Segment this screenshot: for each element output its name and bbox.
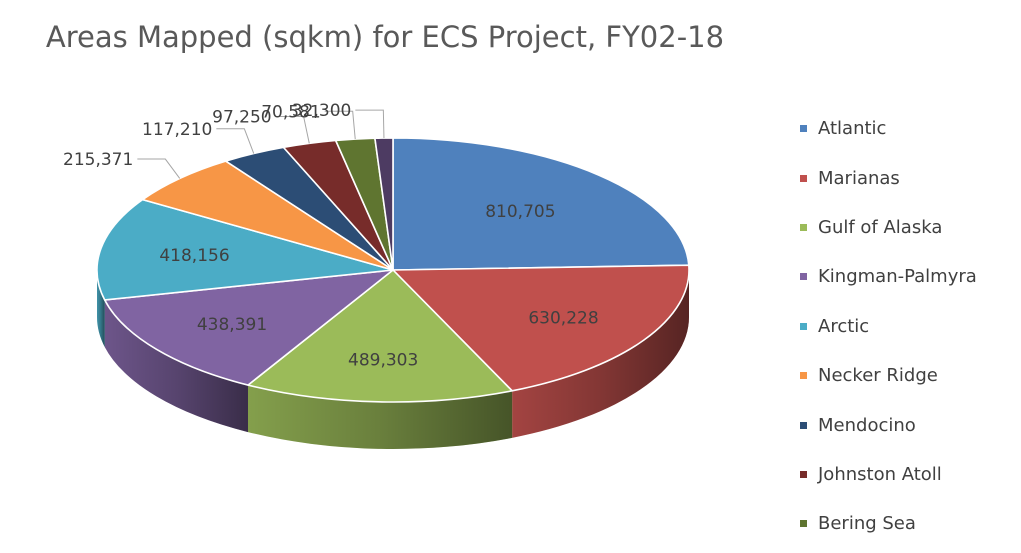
legend-item-necker-ridge: Necker Ridge bbox=[800, 351, 977, 400]
legend-label-johnston-atoll: Johnston Atoll bbox=[818, 463, 942, 485]
legend-label-bering-sea: Bering Sea bbox=[818, 513, 916, 535]
chart-title: Areas Mapped (sqkm) for ECS Project, FY0… bbox=[45, 20, 725, 54]
pie-side-arctic-shade bbox=[97, 270, 105, 347]
legend-swatch-marianas bbox=[800, 174, 807, 182]
data-label-arctic: 418,156 bbox=[159, 246, 229, 266]
pie-slice-gulf-of-alaska bbox=[247, 269, 513, 403]
legend-item-johnston-atoll: Johnston Atoll bbox=[800, 450, 977, 499]
data-label-bering-sea: 70,581 bbox=[261, 102, 320, 122]
legend-swatch-bering-sea bbox=[800, 520, 807, 528]
legend-swatch-mendocino bbox=[800, 421, 807, 429]
legend-label-gulf-of-alaska: Gulf of Alaska bbox=[818, 216, 943, 238]
legend-item-kingman-palmyra: Kingman-Palmyra bbox=[800, 252, 977, 301]
pie-tops bbox=[96, 137, 690, 403]
data-label-atlantic: 810,705 bbox=[485, 202, 555, 222]
legend-item-bering-sea: Bering Sea bbox=[800, 499, 977, 548]
legend-swatch-johnston-atoll bbox=[800, 470, 807, 478]
leader-line-other bbox=[355, 109, 385, 139]
legend: Atlantic Marianas Gulf of Alaska Kingman-Pa… bbox=[800, 104, 977, 549]
pie-slice-necker-ridge bbox=[141, 160, 394, 271]
pie-slice-atlantic bbox=[392, 137, 690, 271]
pie-slice-marianas bbox=[392, 264, 690, 392]
legend-label-mendocino: Mendocino bbox=[818, 414, 916, 436]
leader-line-mendocino bbox=[216, 128, 255, 154]
data-label-kingman-palmyra: 438,391 bbox=[197, 315, 267, 335]
leader-lines bbox=[137, 109, 385, 179]
data-label-other: 32,300 bbox=[292, 101, 351, 121]
pie-sides bbox=[97, 270, 689, 449]
leader-line-bering-sea bbox=[324, 110, 356, 140]
data-labels: 810,705 630,228 489,303 438,391 418,156 215,3… bbox=[63, 101, 599, 371]
legend-swatch-gulf-of-alaska bbox=[800, 223, 807, 231]
data-label-marianas: 630,228 bbox=[528, 309, 598, 329]
legend-swatch-necker-ridge bbox=[800, 372, 807, 380]
legend-label-kingman-palmyra: Kingman-Palmyra bbox=[818, 266, 977, 288]
data-label-necker-ridge: 215,371 bbox=[63, 150, 133, 170]
legend-item-atlantic: Atlantic bbox=[800, 104, 977, 153]
pie-side-marianas-shade bbox=[512, 270, 689, 438]
legend-item-gulf-of-alaska: Gulf of Alaska bbox=[800, 203, 977, 252]
legend-label-marianas: Marianas bbox=[818, 167, 900, 189]
legend-item-arctic: Arctic bbox=[800, 302, 977, 351]
data-label-gulf-of-alaska: 489,303 bbox=[348, 351, 418, 371]
pie-slice-kingman-palmyra bbox=[103, 269, 394, 386]
legend-label-atlantic: Atlantic bbox=[818, 118, 887, 140]
pie-slice-arctic bbox=[96, 198, 394, 301]
data-label-johnston-atoll: 97,250 bbox=[212, 108, 271, 128]
legend-label-necker-ridge: Necker Ridge bbox=[818, 365, 938, 387]
legend-swatch-kingman-palmyra bbox=[800, 273, 807, 281]
legend-swatch-arctic bbox=[800, 322, 807, 330]
pie-side-kingman-palmyra-shade bbox=[104, 299, 248, 433]
pie-slice-other bbox=[374, 137, 394, 271]
legend-swatch-atlantic bbox=[800, 125, 807, 133]
leader-line-johnston-atoll bbox=[275, 116, 310, 144]
legend-item-mendocino: Mendocino bbox=[800, 400, 977, 449]
legend-label-arctic: Arctic bbox=[818, 315, 870, 337]
legend-item-marianas: Marianas bbox=[800, 153, 977, 202]
pie-side-gulf-of-alaska-shade bbox=[247, 385, 513, 449]
leader-line-necker-ridge bbox=[137, 158, 181, 179]
data-label-mendocino: 117,210 bbox=[142, 120, 212, 140]
